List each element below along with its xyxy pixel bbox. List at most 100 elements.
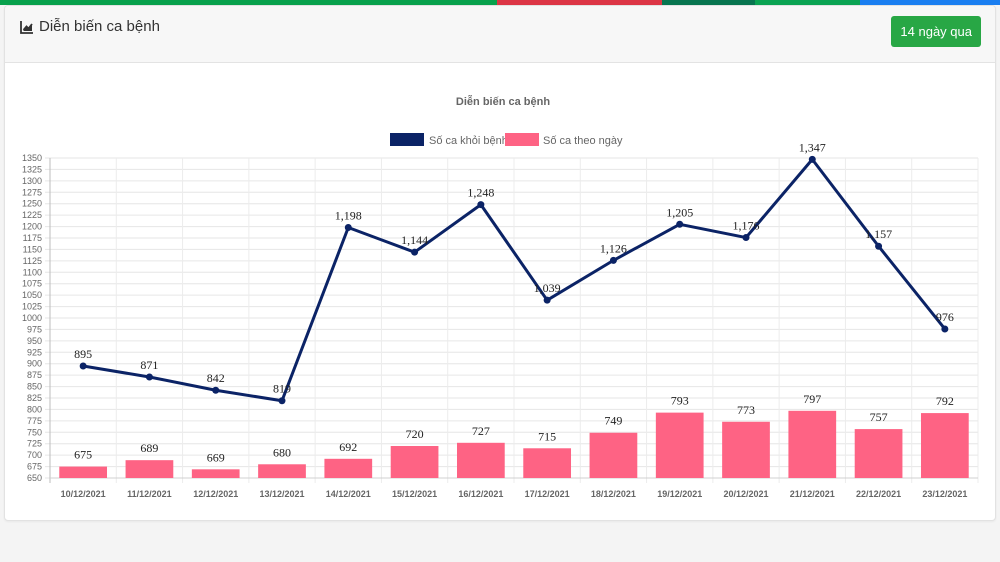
- chart-card: Diễn biến ca bệnh 14 ngày qua Diễn biến …: [4, 5, 996, 521]
- x-tick-label: 23/12/2021: [922, 489, 967, 499]
- line-point-recovered: [808, 155, 816, 163]
- line-value-label: 1,205: [666, 205, 693, 219]
- x-tick-label: 11/12/2021: [127, 489, 172, 499]
- bar-daily: [191, 469, 240, 478]
- top-bar-segment: [662, 0, 755, 5]
- bar-value-label: 773: [737, 403, 755, 417]
- line-value-label: 819: [273, 382, 291, 396]
- line-value-label: 1,176: [733, 219, 760, 233]
- x-axis-ticks: 10/12/2021 11/12/2021 12/12/2021 13/12/2021…: [61, 489, 968, 499]
- bar-daily: [324, 458, 373, 478]
- grid-lines: [45, 157, 979, 483]
- y-tick-label: 950: [27, 336, 42, 346]
- x-tick-label: 19/12/2021: [657, 489, 702, 499]
- line-value-label: 1,347: [799, 140, 826, 154]
- y-tick-label: 1250: [22, 199, 42, 209]
- bar-value-label: 715: [538, 429, 556, 443]
- line-value-label: 1,198: [335, 208, 362, 222]
- line-point-recovered: [676, 220, 684, 228]
- legend-swatch-recovered[interactable]: [390, 133, 424, 146]
- line-point-recovered: [742, 234, 750, 242]
- top-color-bar: [0, 0, 1000, 5]
- line-point-recovered: [278, 397, 286, 405]
- bar-daily: [390, 446, 439, 478]
- x-tick-label: 14/12/2021: [326, 489, 371, 499]
- bar-value-label: 727: [472, 424, 490, 438]
- line-point-recovered: [411, 248, 419, 256]
- line-point-recovered: [609, 256, 617, 264]
- bar-daily: [125, 460, 174, 478]
- card-header: Diễn biến ca bệnh 14 ngày qua: [5, 6, 995, 63]
- y-tick-label: 1175: [23, 233, 42, 243]
- bar-value-label: 669: [207, 450, 225, 464]
- bar-daily: [456, 442, 505, 478]
- bar-value-label: 797: [803, 392, 821, 406]
- y-tick-label: 900: [27, 359, 42, 369]
- y-tick-label: 1200: [22, 222, 42, 232]
- line-point-recovered: [477, 201, 485, 209]
- y-tick-label: 650: [27, 473, 42, 483]
- line-value-label: 1,157: [865, 227, 892, 241]
- legend-label-daily[interactable]: Số ca theo ngày: [543, 135, 623, 147]
- legend-swatch-daily[interactable]: [505, 133, 539, 146]
- line-recovered: [79, 155, 949, 405]
- x-tick-label: 22/12/2021: [856, 489, 901, 499]
- card-title: Diễn biến ca bệnh: [20, 18, 160, 35]
- bar-daily: [920, 413, 969, 478]
- line-point-recovered: [543, 296, 551, 304]
- y-tick-label: 1150: [23, 244, 42, 254]
- y-tick-label: 1075: [22, 279, 42, 289]
- legend-label-recovered[interactable]: Số ca khỏi bệnh: [429, 135, 508, 147]
- bar-daily: [59, 466, 108, 478]
- y-tick-label: 1275: [22, 187, 42, 197]
- bar-daily: [655, 412, 704, 478]
- top-bar-segment: [497, 0, 662, 5]
- x-tick-label: 17/12/2021: [525, 489, 570, 499]
- x-tick-label: 12/12/2021: [193, 489, 238, 499]
- bar-value-label: 749: [604, 414, 622, 428]
- x-tick-label: 10/12/2021: [61, 489, 106, 499]
- line-point-recovered: [941, 325, 949, 333]
- y-tick-label: 975: [27, 324, 42, 334]
- line-point-recovered: [212, 386, 220, 394]
- line-path-recovered: [82, 157, 947, 403]
- bar-value-label: 757: [870, 410, 888, 424]
- bar-daily: [523, 448, 572, 478]
- card-title-text: Diễn biến ca bệnh: [39, 18, 160, 35]
- x-tick-label: 16/12/2021: [458, 489, 503, 499]
- bar-daily: [589, 432, 638, 478]
- line-value-label: 895: [74, 347, 92, 361]
- y-tick-label: 1050: [22, 290, 42, 300]
- top-bar-segment: [755, 0, 860, 5]
- line-labels-recovered: 895 871 842 819 1,198 1,144 1,248 1,039 1,126 1,2…: [74, 140, 954, 395]
- bar-daily: [722, 421, 770, 478]
- bar-value-label: 689: [140, 441, 158, 455]
- line-value-label: 842: [207, 371, 225, 385]
- y-tick-label: 1300: [22, 176, 42, 186]
- line-point-recovered: [145, 373, 153, 381]
- y-tick-label: 825: [27, 393, 42, 403]
- line-point-recovered: [344, 223, 352, 231]
- bar-value-label: 680: [273, 445, 291, 459]
- line-value-label: 1,039: [534, 281, 561, 295]
- line-value-label: 1,144: [401, 233, 428, 247]
- bar-daily: [258, 464, 306, 478]
- line-value-label: 871: [140, 358, 158, 372]
- y-tick-label: 1125: [23, 256, 42, 266]
- bar-value-label: 792: [936, 394, 954, 408]
- y-tick-label: 675: [27, 462, 42, 472]
- period-14-days-button[interactable]: 14 ngày qua: [891, 16, 981, 47]
- line-chart-icon: [20, 20, 33, 34]
- bar-value-label: 675: [74, 448, 92, 462]
- y-tick-label: 850: [27, 382, 42, 392]
- top-bar-segment: [860, 0, 1000, 5]
- x-tick-label: 15/12/2021: [392, 489, 437, 499]
- y-tick-label: 800: [27, 404, 42, 414]
- cases-chart: Diễn biến ca bệnh Số ca khỏi bệnh Số ca …: [22, 95, 979, 499]
- bar-value-label: 793: [671, 394, 689, 408]
- legend: Số ca khỏi bệnh Số ca theo ngày: [390, 133, 623, 147]
- y-tick-label: 775: [27, 416, 42, 426]
- y-tick-label: 1100: [23, 267, 42, 277]
- bar-daily: [854, 429, 903, 478]
